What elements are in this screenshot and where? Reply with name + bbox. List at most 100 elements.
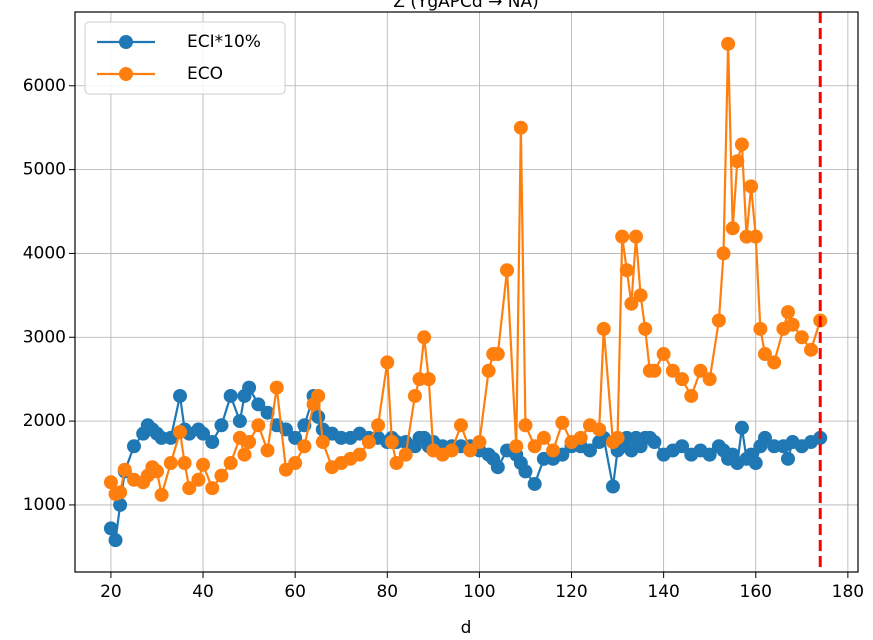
- data-point: [675, 372, 690, 387]
- data-point: [311, 409, 326, 424]
- data-point: [444, 443, 459, 458]
- data-point: [582, 443, 597, 458]
- y-tick-label: 4000: [23, 243, 66, 263]
- data-point: [730, 154, 745, 169]
- data-point: [177, 456, 192, 471]
- x-axis-label: d: [461, 618, 472, 638]
- data-point: [628, 229, 643, 244]
- data-point: [665, 363, 680, 378]
- data-point: [757, 347, 772, 362]
- data-point: [103, 475, 118, 490]
- data-point: [361, 435, 376, 450]
- data-point: [721, 36, 736, 51]
- x-tick-label: 120: [555, 582, 587, 602]
- data-point: [518, 418, 533, 433]
- y-tick-label: 2000: [23, 411, 66, 431]
- data-point: [173, 425, 188, 439]
- data-point: [384, 435, 399, 450]
- data-point: [500, 263, 515, 278]
- data-point: [315, 435, 330, 450]
- data-point: [149, 464, 164, 479]
- legend: ECI*10% ECO: [84, 21, 286, 95]
- x-tick-label: 20: [100, 582, 122, 602]
- data-point: [684, 388, 699, 403]
- data-point: [242, 435, 257, 450]
- data-point: [463, 443, 478, 458]
- data-point: [113, 485, 128, 500]
- data-point: [398, 447, 413, 462]
- data-point: [744, 179, 759, 194]
- x-tick-label: 140: [647, 582, 679, 602]
- data-point: [352, 447, 367, 462]
- data-point: [251, 418, 266, 433]
- data-point: [196, 426, 211, 441]
- data-point: [536, 430, 551, 445]
- y-tick-label: 5000: [23, 160, 66, 180]
- data-point: [407, 388, 422, 403]
- data-point: [453, 418, 468, 433]
- data-point: [214, 468, 229, 483]
- data-point: [173, 388, 188, 403]
- data-point: [624, 296, 639, 311]
- data-point: [490, 347, 505, 362]
- data-point: [113, 497, 128, 512]
- data-point: [232, 414, 247, 429]
- data-point: [546, 443, 561, 458]
- data-point: [725, 221, 740, 236]
- data-point: [371, 418, 386, 433]
- data-point: [481, 363, 496, 378]
- data-point: [205, 481, 220, 496]
- x-tick-label: 60: [284, 582, 306, 602]
- data-point: [748, 229, 763, 244]
- data-point: [734, 137, 749, 152]
- data-point: [251, 397, 266, 412]
- data-point: [154, 487, 169, 502]
- data-point: [527, 439, 542, 454]
- data-point: [804, 342, 819, 357]
- data-point: [417, 330, 432, 345]
- data-point: [610, 430, 625, 445]
- data-point: [126, 439, 141, 454]
- legend-marker: [119, 35, 133, 49]
- data-point: [757, 430, 772, 445]
- data-point: [748, 456, 763, 471]
- data-point: [205, 435, 220, 450]
- data-point: [196, 457, 211, 472]
- x-tick-label: 160: [740, 582, 772, 602]
- data-point: [647, 363, 662, 378]
- y-tick-label: 1000: [23, 495, 66, 515]
- data-point: [518, 464, 533, 479]
- data-point: [592, 422, 607, 437]
- y-tick-label: 3000: [23, 327, 66, 347]
- data-point: [288, 430, 303, 445]
- data-point: [269, 380, 284, 395]
- data-point: [288, 456, 303, 471]
- series-line: [109, 385, 821, 541]
- data-point: [223, 456, 238, 471]
- data-point: [242, 380, 257, 395]
- data-point: [633, 288, 648, 303]
- data-point: [734, 420, 749, 435]
- data-point: [421, 372, 436, 387]
- data-point: [638, 321, 653, 336]
- data-point: [573, 430, 588, 445]
- data-point: [117, 462, 132, 477]
- data-point: [780, 451, 795, 466]
- data-point: [260, 443, 275, 458]
- data-point: [103, 521, 118, 536]
- data-point: [675, 439, 690, 454]
- data-point: [785, 317, 800, 332]
- data-point: [527, 476, 542, 491]
- data-point: [513, 120, 528, 135]
- x-tick-label: 80: [376, 582, 398, 602]
- data-point: [163, 456, 178, 471]
- data-point: [794, 330, 809, 345]
- data-point: [656, 347, 671, 362]
- data-point: [223, 388, 238, 403]
- x-tick-label: 180: [832, 582, 864, 602]
- data-point: [297, 439, 312, 454]
- x-tick-label: 100: [463, 582, 495, 602]
- data-point: [380, 355, 395, 370]
- data-point: [237, 447, 252, 462]
